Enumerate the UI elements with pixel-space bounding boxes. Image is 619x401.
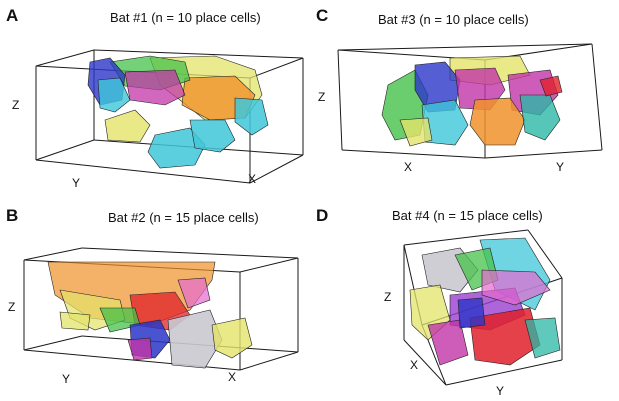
place-field-cyan-3	[189, 119, 236, 153]
place-field-orange	[469, 97, 526, 146]
panel-title: Bat #3 (n = 10 place cells)	[378, 12, 529, 27]
place-field-magenta	[127, 337, 153, 361]
axis-label-z: Z	[8, 300, 16, 314]
panel-a: A Bat #1 (n = 10 place cells)	[0, 0, 310, 200]
place-field-yellow-2	[104, 109, 151, 143]
place-field-red	[469, 307, 541, 366]
place-field-cyan-4	[234, 97, 269, 136]
place-fields	[47, 261, 253, 369]
place-field-magenta	[124, 69, 186, 106]
axis-label-x: X	[404, 160, 413, 174]
place-field-cyan-1	[97, 77, 131, 113]
place-field-plot	[403, 229, 563, 386]
place-field-red	[539, 75, 563, 97]
place-field-magenta	[427, 319, 469, 366]
place-fields	[409, 237, 561, 366]
panel-letter: B	[6, 206, 19, 225]
axis-label-z: Z	[12, 98, 20, 112]
axis-label-y: Y	[496, 384, 505, 398]
place-field-yellow-2	[211, 317, 253, 359]
axis-label-x: X	[248, 172, 257, 186]
panel-letter: A	[6, 6, 19, 25]
place-fields	[87, 55, 269, 169]
place-fields	[381, 55, 563, 147]
axis-label-z: Z	[318, 90, 326, 104]
place-field-teal	[524, 317, 561, 359]
panel-title: Bat #1 (n = 10 place cells)	[110, 10, 261, 25]
place-field-cyan-2	[147, 127, 206, 169]
place-field-blue	[457, 297, 486, 329]
place-field-plot	[337, 43, 603, 159]
place-field-plot	[23, 247, 299, 371]
panel-b: B Bat #2 (n = 15 place cells)	[0, 200, 310, 401]
place-field-grey	[167, 309, 223, 369]
axis-label-x: X	[410, 358, 419, 372]
place-field-teal	[519, 94, 561, 141]
panel-letter: D	[316, 206, 329, 225]
axis-label-x: X	[228, 370, 237, 384]
panel-title: Bat #4 (n = 15 place cells)	[392, 208, 543, 223]
axis-label-y: Y	[556, 160, 565, 174]
axis-label-y: Y	[72, 176, 81, 190]
axis-label-z: Z	[384, 290, 392, 304]
panel-letter: C	[316, 6, 329, 25]
place-field-yellow-2	[399, 117, 433, 147]
axis-label-y: Y	[62, 372, 71, 386]
panel-d: D Bat #4 (n = 15 place cells) Z X	[310, 200, 619, 401]
place-field-yellow-3	[59, 311, 91, 331]
panel-c: C Bat #3 (n = 10 place cells) Z X Y	[310, 0, 619, 200]
place-field-plot	[35, 49, 304, 184]
place-field-pink	[177, 277, 211, 309]
place-field-lilac	[481, 269, 551, 306]
panel-title: Bat #2 (n = 15 place cells)	[108, 210, 259, 225]
